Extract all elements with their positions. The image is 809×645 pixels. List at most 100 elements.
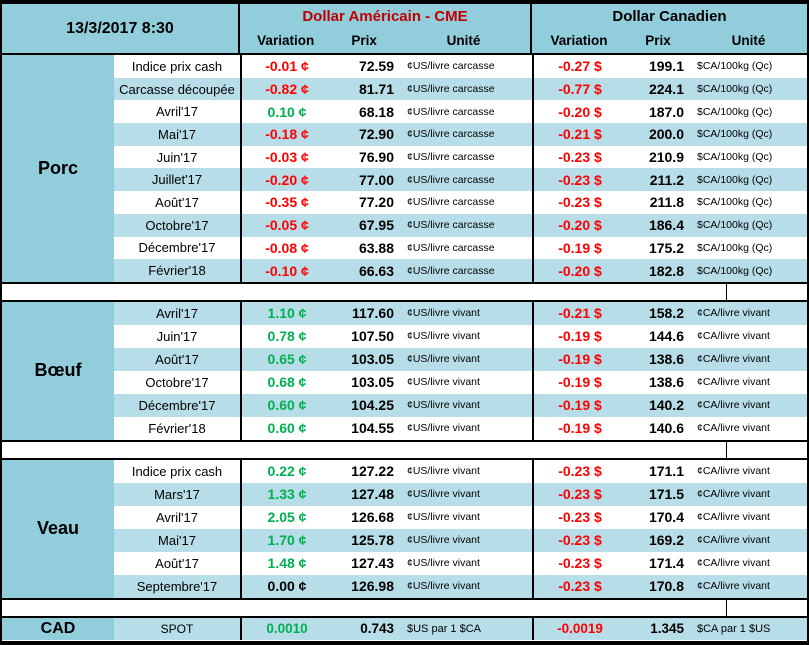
ca-variation-cell[interactable]: -0.23 $ [532,505,626,529]
ca-price-cell[interactable]: 171.4 [648,555,684,572]
ca-variation-cell[interactable]: -0.20 $ [532,213,626,237]
ca-unit-cell[interactable]: $CA/100kg (Qc) [697,128,773,141]
us-variation-cell[interactable]: 0.68 ¢ [240,370,332,394]
us-price-cell[interactable]: 127.43 [351,555,394,572]
ca-unit-cell[interactable]: $CA/100kg (Qc) [697,105,773,118]
us-unit-cell[interactable]: ¢US/livre vivant [407,399,480,412]
cad-us-unit-cell[interactable]: $US par 1 $CA [407,622,481,635]
contract-name-cell[interactable]: Juin'17 [156,328,198,344]
cad-spot-name-cell[interactable]: SPOT [160,621,194,636]
contract-name-cell[interactable]: Octobre'17 [145,217,209,233]
contract-name-cell[interactable]: Décembre'17 [138,397,216,413]
us-unit-cell[interactable]: ¢US/livre carcasse [407,196,495,209]
us-variation-cell[interactable]: -0.20 ¢ [240,168,332,192]
ca-price-cell[interactable]: 158.2 [648,305,684,322]
ca-unit-cell[interactable]: $CA/100kg (Qc) [697,196,773,209]
ca-price-cell[interactable]: 140.2 [648,397,684,414]
contract-name-cell[interactable]: Septembre'17 [136,578,218,594]
ca-unit-cell[interactable]: ¢CA/livre vivant [697,580,770,593]
ca-unit-cell[interactable]: ¢CA/livre vivant [697,353,770,366]
section-label[interactable]: Veau [2,459,114,598]
us-variation-cell[interactable]: 0.78 ¢ [240,324,332,348]
ca-unit-cell[interactable]: $CA/100kg (Qc) [697,241,773,254]
section-label[interactable]: Porc [2,55,114,282]
section-label[interactable]: Bœuf [2,301,114,440]
ca-variation-cell[interactable]: -0.21 $ [532,123,626,146]
us-price-cell[interactable]: 126.98 [351,578,394,595]
ca-variation-cell[interactable]: -0.23 $ [532,459,626,483]
ca-unit-cell[interactable]: ¢CA/livre vivant [697,557,770,570]
ca-unite-header[interactable]: Unité [731,33,766,48]
us-variation-cell[interactable]: 0.10 ¢ [240,100,332,124]
cad-section-label[interactable]: CAD [2,617,114,640]
us-price-cell[interactable]: 72.90 [358,126,394,143]
us-variation-cell[interactable]: -0.01 ¢ [240,55,332,78]
us-price-cell[interactable]: 127.48 [351,486,394,503]
ca-price-cell[interactable]: 186.4 [648,217,684,234]
contract-name-cell[interactable]: Carcasse découpée [119,81,235,97]
us-unit-cell[interactable]: ¢US/livre vivant [407,353,480,366]
us-price-cell[interactable]: 68.18 [358,103,394,120]
ca-variation-cell[interactable]: -0.23 $ [532,482,626,506]
contract-name-cell[interactable]: Août'17 [155,194,199,210]
date-cell[interactable]: 13/3/2017 8:30 [2,4,240,53]
ca-price-cell[interactable]: 175.2 [648,239,684,256]
contract-name-cell[interactable]: Mai'17 [158,126,196,142]
ca-price-cell[interactable]: 187.0 [648,103,684,120]
ca-price-cell[interactable]: 140.6 [648,420,684,437]
ca-variation-cell[interactable]: -0.19 $ [532,416,626,440]
contract-name-cell[interactable]: Mars'17 [154,486,200,502]
contract-name-cell[interactable]: Avril'17 [156,305,198,321]
us-price-cell[interactable]: 126.68 [351,509,394,526]
ca-variation-cell[interactable]: -0.23 $ [532,574,626,598]
ca-price-cell[interactable]: 170.8 [648,578,684,595]
us-unit-cell[interactable]: ¢US/livre vivant [407,422,480,435]
ca-variation-header[interactable]: Variation [550,33,608,48]
ca-unit-cell[interactable]: $CA/100kg (Qc) [697,173,773,186]
ca-price-cell[interactable]: 138.6 [648,351,684,368]
contract-name-cell[interactable]: Indice prix cash [131,463,223,479]
us-variation-cell[interactable]: 1.70 ¢ [240,528,332,552]
ca-unit-cell[interactable]: ¢CA/livre vivant [697,422,770,435]
contract-name-cell[interactable]: Février'18 [148,263,206,279]
us-price-cell[interactable]: 104.25 [351,397,394,414]
contract-name-cell[interactable]: Août'17 [155,351,199,367]
ca-price-cell[interactable]: 171.1 [648,463,684,480]
ca-unit-cell[interactable]: ¢CA/livre vivant [697,511,770,524]
us-variation-cell[interactable]: -0.18 ¢ [240,123,332,146]
ca-dollar-title[interactable]: Dollar Canadien [612,7,727,25]
ca-unit-cell[interactable]: $CA/100kg (Qc) [697,264,773,277]
ca-price-cell[interactable]: 211.2 [649,171,684,188]
us-variation-cell[interactable]: 0.00 ¢ [240,574,332,598]
us-unit-cell[interactable]: ¢US/livre vivant [407,511,480,524]
us-prix-header[interactable]: Prix [351,33,377,48]
ca-variation-cell[interactable]: -0.19 $ [532,347,626,371]
us-variation-cell[interactable]: -0.10 ¢ [240,259,332,282]
us-price-cell[interactable]: 66.63 [358,262,394,279]
us-variation-cell[interactable]: 2.05 ¢ [240,505,332,529]
us-variation-cell[interactable]: -0.08 ¢ [240,236,332,260]
contract-name-cell[interactable]: Juillet'17 [151,172,203,188]
ca-unit-cell[interactable]: $CA/100kg (Qc) [697,151,773,164]
ca-price-cell[interactable]: 169.2 [648,532,684,549]
ca-price-cell[interactable]: 144.6 [648,328,684,345]
ca-price-cell[interactable]: 199.1 [648,58,684,75]
ca-variation-cell[interactable]: -0.23 $ [532,168,626,192]
us-unit-cell[interactable]: ¢US/livre vivant [407,488,480,501]
us-dollar-title[interactable]: Dollar Américain - CME [302,7,468,25]
us-price-cell[interactable]: 125.78 [351,532,394,549]
cad-us-variation-cell[interactable]: 0.0010 [240,617,332,640]
us-unit-cell[interactable]: ¢US/livre carcasse [407,105,495,118]
us-price-cell[interactable]: 81.71 [358,81,394,98]
us-unit-cell[interactable]: ¢US/livre vivant [407,330,480,343]
us-price-cell[interactable]: 63.88 [358,239,394,256]
ca-unit-cell[interactable]: ¢CA/livre vivant [697,465,770,478]
us-price-cell[interactable]: 103.05 [351,374,394,391]
cad-ca-price-cell[interactable]: 1.345 [650,621,684,637]
us-unit-cell[interactable]: ¢US/livre vivant [407,465,480,478]
ca-price-cell[interactable]: 200.0 [648,126,684,143]
contract-name-cell[interactable]: Août'17 [155,555,199,571]
contract-name-cell[interactable]: Février'18 [148,420,206,436]
us-price-cell[interactable]: 67.95 [358,217,394,234]
us-variation-cell[interactable]: 0.60 ¢ [240,393,332,417]
